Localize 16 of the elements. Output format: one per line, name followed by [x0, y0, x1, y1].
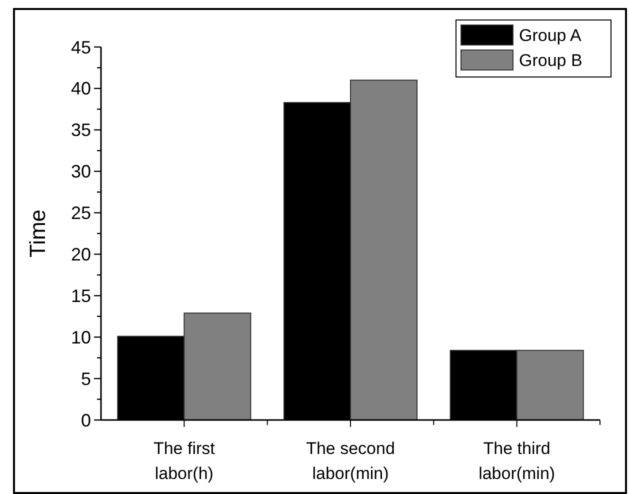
- y-tick-label: 40: [70, 78, 91, 99]
- x-tick-label: The second labor(min): [306, 439, 395, 483]
- legend-label: Group A: [519, 26, 582, 45]
- legend-label: Group B: [519, 50, 582, 70]
- y-tick-label: 5: [80, 368, 91, 389]
- y-tick-label: 30: [70, 162, 91, 182]
- y-axis-title: Time: [25, 209, 50, 258]
- y-tick-label: 45: [70, 37, 91, 58]
- y-tick-label: 0: [80, 410, 91, 430]
- y-tick-label: 25: [70, 203, 91, 224]
- y-tick-label: 20: [70, 244, 91, 265]
- y-tick-label: 35: [70, 120, 91, 140]
- x-tick-label: The third labor(min): [478, 439, 556, 483]
- y-tick-label: 15: [70, 286, 91, 306]
- x-tick-label: The first labor(h): [153, 439, 216, 483]
- y-tick-label: 10: [70, 327, 91, 348]
